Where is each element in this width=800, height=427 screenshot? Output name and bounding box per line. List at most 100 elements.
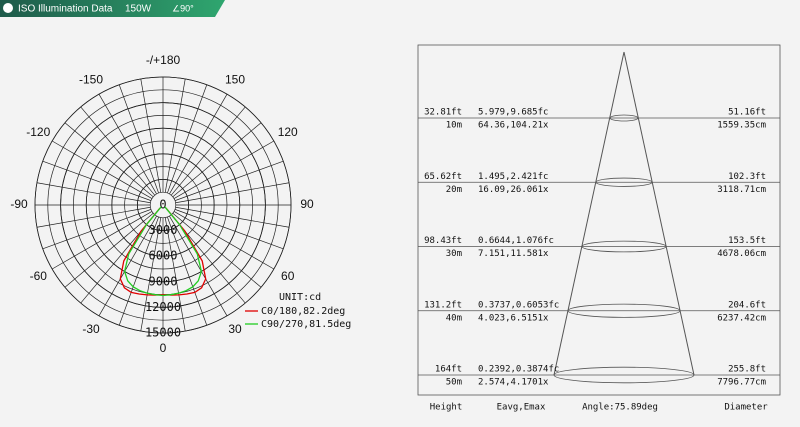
footer-illuminance: Eavg,Emax [497,403,546,413]
grid-circle [136,178,189,231]
cone-edge [553,51,625,376]
height-m: 20m [446,185,462,195]
angle-tick-label: -/+180 [146,53,181,67]
diameter-cm: 3118.71cm [717,185,766,195]
grid-circle [111,153,215,257]
illuminance-fc: 0.2392,0.3874fc [478,365,559,375]
radial-line [175,206,290,228]
diameter-ft: 102.3ft [728,172,766,182]
height-ft: 98.43ft [424,236,462,246]
height-ft: 32.81ft [424,108,462,118]
height-m: 50m [446,378,462,388]
footer-height: Height [430,403,463,413]
grid-circle [34,76,292,334]
r-tick-label: 0 [159,198,166,212]
illuminance-fc: 1.495,2.421fc [478,172,548,182]
height-ft: 65.62ft [424,172,462,182]
illuminance-lx: 4.023,6.5151x [478,313,549,323]
radial-line [98,93,157,195]
angle-tick-label: -150 [79,72,103,86]
radial-line [169,93,228,195]
diameter-cm: 6237.42cm [717,313,766,323]
footer-angle: Angle:75.89deg [582,403,658,413]
beam-ellipse [553,366,695,384]
radial-line [174,209,284,250]
radial-line [98,215,157,317]
angle-tick-label: 0 [160,341,167,355]
legend-label: C0/180,82.2deg [261,306,345,317]
illuminance-lx: 2.574,4.1701x [478,378,549,388]
diameter-ft: 51.16ft [728,108,766,118]
radial-line [42,209,152,250]
radial-line [140,78,162,193]
angle-tick-label: 60 [281,269,295,283]
diameter-cm: 1559.35cm [717,121,766,131]
radial-line [36,206,151,228]
radial-line [164,78,186,193]
radial-line [175,182,290,204]
radial-line [172,212,262,288]
radial-line [140,217,162,332]
illuminance-fc: 5.979,9.685fc [478,108,548,118]
radial-line [80,106,156,196]
r-tick-label: 6000 [149,249,178,263]
angle-tick-label: 30 [228,322,242,336]
header-icon [3,3,13,13]
angle-tick-label: 150 [225,72,245,86]
polar-chart: 030006000900012000150000306090120150-/+1… [10,53,351,355]
illuminance-fc: 0.6644,1.076fc [478,236,554,246]
diameter-ft: 204.6ft [728,300,766,310]
radial-line [118,216,159,326]
beam-ellipse [595,177,653,187]
radial-line [164,217,186,332]
radial-line [64,122,154,198]
radial-line [36,182,151,204]
cone-diagram: 32.81ft 10m 5.979,9.685fc 64.36,104.21x 51.1… [417,44,781,413]
cone-edge [623,51,695,376]
grid-circle [60,102,266,308]
height-m: 30m [446,249,462,259]
radial-line [167,84,208,194]
height-m: 40m [446,313,462,323]
header-angle: ∠90° [172,3,194,13]
illuminance-lx: 16.09,26.061x [478,185,549,195]
diameter-ft: 255.8ft [728,365,766,375]
radial-line [173,211,275,270]
radial-line [42,160,152,201]
cone-frame [417,44,781,396]
radial-line [51,211,153,270]
series-curve [119,207,207,296]
beam-ellipse [567,303,681,318]
beam-ellipse [609,114,639,122]
header-bar [0,0,225,17]
r-tick-label: 12000 [145,300,181,314]
height-ft: 164ft [435,365,462,375]
radial-line [173,140,275,199]
diameter-ft: 153.5ft [728,236,766,246]
series-curve [123,206,203,297]
illuminance-fc: 0.3737,0.6053fc [478,300,559,310]
legend-label: C90/270,81.5deg [261,319,351,330]
diameter-cm: 7796.77cm [717,378,766,388]
r-tick-label: 3000 [149,223,178,237]
radial-line [51,140,153,199]
height-m: 10m [446,121,462,131]
angle-tick-label: -90 [10,197,28,211]
radial-line [174,160,284,201]
grid-circle [85,127,241,283]
height-ft: 131.2ft [424,300,462,310]
radial-line [64,212,154,288]
angle-tick-label: -120 [26,125,50,139]
beam-ellipse [581,240,667,253]
illuminance-lx: 7.151,11.581x [478,249,549,259]
radial-line [172,122,262,198]
radial-line [169,215,228,317]
angle-tick-label: -30 [82,322,100,336]
radial-line [170,106,246,196]
r-tick-label: 15000 [145,326,181,340]
footer-diameter: Diameter [724,403,768,413]
radial-line [167,216,208,326]
angle-tick-label: -60 [30,269,48,283]
